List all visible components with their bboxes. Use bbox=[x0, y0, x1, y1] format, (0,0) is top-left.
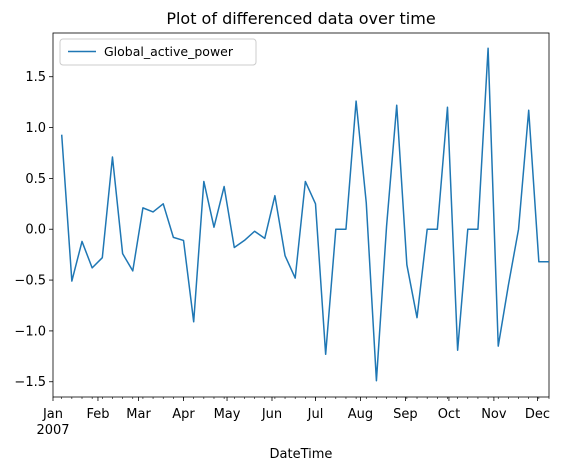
x-year-label: 2007 bbox=[36, 423, 69, 438]
chart-title: Plot of differenced data over time bbox=[166, 9, 435, 28]
x-tick-label: Feb bbox=[86, 407, 109, 422]
y-tick-label: 1.0 bbox=[25, 121, 46, 136]
x-tick-label: Aug bbox=[348, 407, 373, 422]
x-axis: Jan Feb Mar Apr May Jun Jul Aug Sep Oct Nov Dec 2007 bbox=[36, 397, 550, 438]
x-tick-label: Jan bbox=[42, 407, 63, 422]
x-tick-label: Jun bbox=[261, 407, 282, 422]
y-tick-label: 0.5 bbox=[25, 172, 46, 187]
x-axis-label: DateTime bbox=[270, 447, 333, 462]
legend: Global_active_power bbox=[59, 38, 257, 66]
x-tick-label: Dec bbox=[525, 407, 550, 422]
x-tick-label: May bbox=[214, 407, 241, 422]
x-tick-label: Apr bbox=[172, 407, 195, 422]
y-axis: −1.5 −1.0 −0.5 0.0 0.5 1.0 1.5 bbox=[14, 70, 53, 390]
legend-label: Global_active_power bbox=[104, 44, 234, 59]
x-tick-label: Oct bbox=[438, 407, 460, 422]
series-line-0 bbox=[60, 47, 549, 382]
y-tick-label: −0.5 bbox=[14, 274, 46, 289]
y-tick-label: 1.5 bbox=[25, 70, 46, 85]
plot-frame bbox=[52, 32, 550, 398]
plot-area bbox=[52, 32, 550, 398]
x-tick-label: Sep bbox=[393, 407, 418, 422]
y-tick-label: −1.5 bbox=[14, 375, 46, 390]
series-layer bbox=[60, 47, 549, 382]
x-tick-label: Mar bbox=[126, 407, 151, 422]
legend-box bbox=[59, 38, 257, 66]
y-tick-label: −1.0 bbox=[14, 324, 46, 339]
x-tick-label: Nov bbox=[481, 407, 507, 422]
y-tick-label: 0.0 bbox=[25, 223, 46, 238]
x-tick-label: Jul bbox=[307, 407, 324, 422]
